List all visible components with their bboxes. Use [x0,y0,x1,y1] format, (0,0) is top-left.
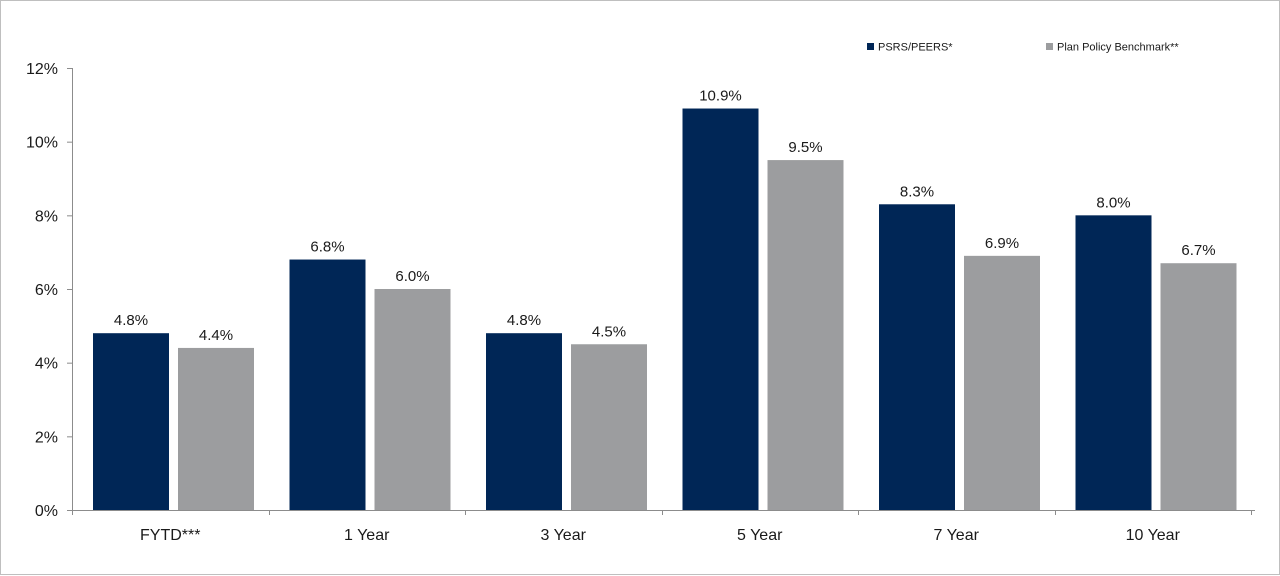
y-tick-label: 12% [26,61,58,78]
data-label: 8.3% [900,183,934,200]
y-tick-label: 6% [35,282,58,299]
bar [93,333,169,510]
bar [178,347,254,510]
bar [1160,263,1237,510]
y-tick-label: 2% [35,429,58,446]
bar [1075,215,1152,511]
x-category-label: 10 Year [1126,527,1181,544]
x-category-label: FYTD*** [140,527,200,544]
y-tick-label: 4% [35,356,58,373]
bar [289,259,366,510]
data-label: 4.4% [199,327,233,344]
y-tick-label: 8% [35,208,58,225]
bar [767,160,844,511]
data-label: 4.8% [507,312,541,329]
x-category-label: 5 Year [737,527,783,544]
data-label: 4.8% [114,312,148,329]
data-label: 6.8% [310,239,344,256]
bar [374,289,451,510]
data-label: 8.0% [1096,194,1130,211]
data-label: 9.5% [788,139,822,156]
legend-label: PSRS/PEERS* [878,42,953,54]
bar [571,344,647,510]
bar [964,255,1040,510]
bar [682,108,759,511]
legend-swatch [867,43,874,50]
bar [486,333,562,510]
data-label: 6.9% [985,235,1019,252]
legend-swatch [1046,43,1053,50]
data-label: 6.0% [395,268,429,285]
bar [879,204,955,511]
data-label: 10.9% [699,88,742,105]
data-label: 6.7% [1181,242,1215,259]
y-tick-label: 10% [26,135,58,152]
legend-label: Plan Policy Benchmark** [1057,42,1179,54]
data-label: 4.5% [592,323,626,340]
x-category-label: 1 Year [344,527,390,544]
y-tick-label: 0% [35,503,58,520]
x-category-label: 7 Year [934,527,980,544]
x-category-label: 3 Year [541,527,587,544]
